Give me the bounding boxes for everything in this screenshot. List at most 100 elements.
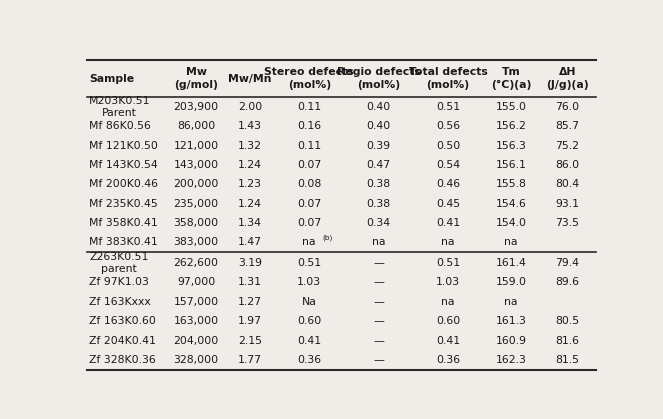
Text: 0.16: 0.16 [297, 121, 322, 131]
Text: 156.2: 156.2 [495, 121, 526, 131]
Text: na: na [372, 238, 385, 247]
Text: 0.40: 0.40 [367, 121, 391, 131]
Text: Stereo defects
(mol%): Stereo defects (mol%) [265, 67, 354, 90]
Text: 154.6: 154.6 [495, 199, 526, 209]
Text: 0.36: 0.36 [297, 355, 322, 365]
Text: 0.47: 0.47 [367, 160, 391, 170]
Text: 89.6: 89.6 [556, 277, 579, 287]
Text: 1.03: 1.03 [436, 277, 460, 287]
Text: 328,000: 328,000 [174, 355, 219, 365]
Text: 0.41: 0.41 [436, 336, 460, 346]
Text: na: na [302, 238, 316, 247]
Text: (b): (b) [322, 235, 332, 241]
Text: 155.8: 155.8 [495, 179, 526, 189]
Text: 3.19: 3.19 [238, 258, 262, 268]
Text: 0.39: 0.39 [367, 140, 391, 150]
Text: 161.4: 161.4 [495, 258, 526, 268]
Text: 163,000: 163,000 [174, 316, 219, 326]
Text: 1.77: 1.77 [238, 355, 262, 365]
Text: 93.1: 93.1 [556, 199, 579, 209]
Text: 162.3: 162.3 [495, 355, 526, 365]
Text: Z263K0.51
parent: Z263K0.51 parent [89, 252, 149, 274]
Text: 1.03: 1.03 [297, 277, 322, 287]
Text: Mw
(g/mol): Mw (g/mol) [174, 67, 218, 90]
Text: 0.50: 0.50 [436, 140, 460, 150]
Text: 160.9: 160.9 [495, 336, 526, 346]
Text: 0.38: 0.38 [367, 179, 391, 189]
Text: na: na [441, 297, 455, 307]
Text: Mf 86K0.56: Mf 86K0.56 [89, 121, 151, 131]
Text: 0.51: 0.51 [436, 258, 460, 268]
Text: 1.32: 1.32 [238, 140, 262, 150]
Text: Zf 328K0.36: Zf 328K0.36 [89, 355, 156, 365]
Text: ΔH
(J/g)(a): ΔH (J/g)(a) [546, 67, 589, 90]
Text: 85.7: 85.7 [556, 121, 579, 131]
Text: Zf 97K1.03: Zf 97K1.03 [89, 277, 149, 287]
Text: Mw/Mn: Mw/Mn [228, 73, 272, 83]
Text: 0.11: 0.11 [297, 140, 322, 150]
Text: Mf 200K0.46: Mf 200K0.46 [89, 179, 158, 189]
Text: 0.07: 0.07 [297, 160, 322, 170]
Text: 200,000: 200,000 [174, 179, 219, 189]
Text: 0.51: 0.51 [297, 258, 322, 268]
Text: 1.97: 1.97 [238, 316, 262, 326]
Text: 86,000: 86,000 [177, 121, 215, 131]
Text: 81.6: 81.6 [556, 336, 579, 346]
Text: Mf 121K0.50: Mf 121K0.50 [89, 140, 158, 150]
Text: 0.46: 0.46 [436, 179, 460, 189]
Text: 1.24: 1.24 [238, 160, 262, 170]
Text: 159.0: 159.0 [495, 277, 526, 287]
Text: Mf 383K0.41: Mf 383K0.41 [89, 238, 158, 247]
Text: 262,600: 262,600 [174, 258, 219, 268]
Text: 204,000: 204,000 [174, 336, 219, 346]
Text: 156.3: 156.3 [495, 140, 526, 150]
Text: Sample: Sample [89, 73, 134, 83]
Text: —: — [373, 316, 384, 326]
Text: M203K0.51
Parent: M203K0.51 Parent [89, 96, 151, 118]
Text: 0.60: 0.60 [297, 316, 322, 326]
Text: 1.34: 1.34 [238, 218, 262, 228]
Text: Regio defects
(mol%): Regio defects (mol%) [337, 67, 420, 90]
Text: 80.4: 80.4 [556, 179, 579, 189]
Text: Zf 163Kxxx: Zf 163Kxxx [89, 297, 151, 307]
Text: 0.38: 0.38 [367, 199, 391, 209]
Text: 143,000: 143,000 [174, 160, 219, 170]
Text: —: — [373, 297, 384, 307]
Text: 0.08: 0.08 [297, 179, 322, 189]
Text: 0.36: 0.36 [436, 355, 460, 365]
Text: 0.45: 0.45 [436, 199, 460, 209]
Text: 2.00: 2.00 [238, 102, 263, 112]
Text: 154.0: 154.0 [495, 218, 526, 228]
Text: 0.07: 0.07 [297, 199, 322, 209]
Text: 203,900: 203,900 [174, 102, 219, 112]
Text: 156.1: 156.1 [495, 160, 526, 170]
Text: Na: Na [302, 297, 317, 307]
Text: —: — [373, 355, 384, 365]
Text: 86.0: 86.0 [556, 160, 579, 170]
Text: 0.60: 0.60 [436, 316, 460, 326]
Text: 80.5: 80.5 [556, 316, 579, 326]
Text: 157,000: 157,000 [174, 297, 219, 307]
Text: 358,000: 358,000 [174, 218, 219, 228]
Text: na: na [504, 297, 518, 307]
Text: 0.51: 0.51 [436, 102, 460, 112]
Text: na: na [441, 238, 455, 247]
Text: 76.0: 76.0 [556, 102, 579, 112]
Text: 0.56: 0.56 [436, 121, 460, 131]
Text: 383,000: 383,000 [174, 238, 219, 247]
Text: 1.24: 1.24 [238, 199, 262, 209]
Text: 73.5: 73.5 [556, 218, 579, 228]
Text: 0.41: 0.41 [436, 218, 460, 228]
Text: 1.47: 1.47 [238, 238, 262, 247]
Text: —: — [373, 336, 384, 346]
Text: 2.15: 2.15 [238, 336, 262, 346]
Text: 235,000: 235,000 [174, 199, 219, 209]
Text: 1.27: 1.27 [238, 297, 262, 307]
Text: 121,000: 121,000 [174, 140, 219, 150]
Text: 79.4: 79.4 [556, 258, 579, 268]
Text: —: — [373, 258, 384, 268]
Text: 75.2: 75.2 [556, 140, 579, 150]
Text: Tm
(°C)(a): Tm (°C)(a) [491, 67, 531, 90]
Text: Mf 235K0.45: Mf 235K0.45 [89, 199, 158, 209]
Text: na: na [504, 238, 518, 247]
